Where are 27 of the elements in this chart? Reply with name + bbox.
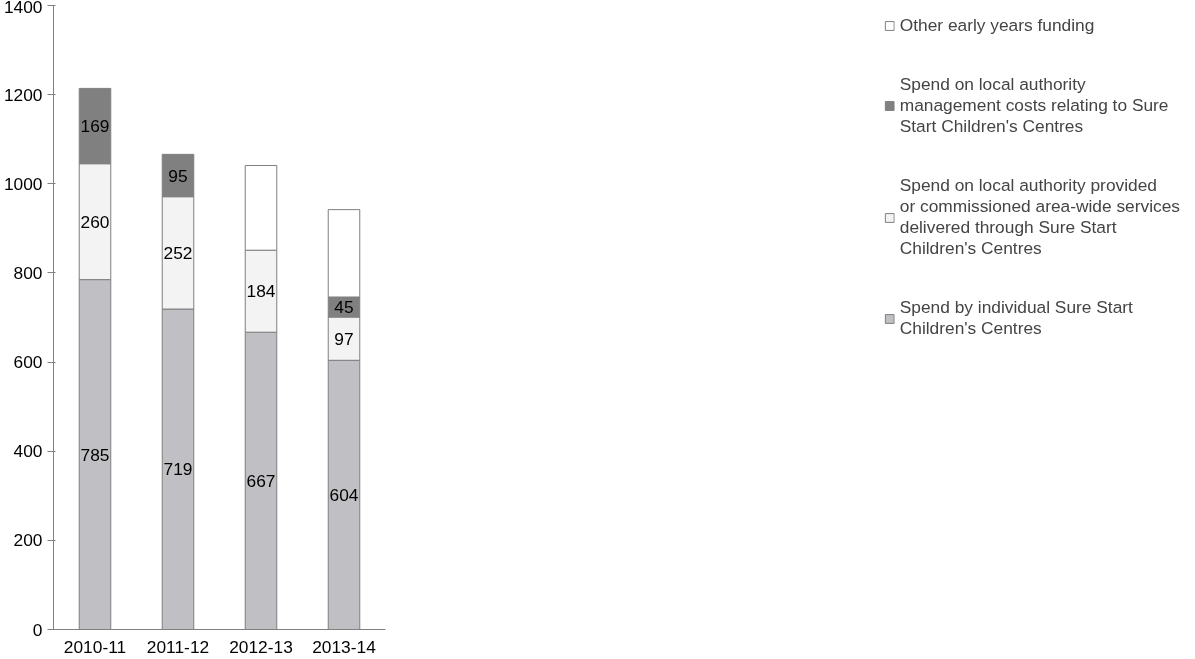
- data-label: 785: [80, 444, 110, 465]
- data-label: 184: [246, 281, 276, 302]
- legend-label: Other early years funding: [899, 15, 1095, 36]
- y-tick-label: 200: [13, 530, 43, 551]
- x-tick-label: 2012-13: [229, 636, 293, 657]
- x-tick-label: 2013-14: [312, 636, 377, 657]
- y-tick-label: 600: [13, 352, 43, 373]
- legend-label: Spend on local authority provided or commissioned area-wide services delivered through Sure Start Children's Centres: [899, 175, 1180, 259]
- data-label: 604: [329, 484, 359, 505]
- y-tick-label: 1000: [3, 173, 43, 194]
- x-tick-label: 2011-12: [146, 636, 210, 657]
- data-label: 169: [80, 116, 110, 137]
- x-tick-label: 2010-11: [63, 636, 127, 657]
- data-label: 45: [334, 297, 354, 318]
- y-tick-label: 800: [13, 262, 43, 283]
- data-label: 252: [163, 242, 193, 263]
- data-label: 667: [246, 470, 276, 491]
- data-label: 95: [168, 165, 188, 186]
- y-tick-label: 1400: [3, 0, 43, 17]
- legend-label: Spend on local authority management costs relating to Sure Start Children's Centres: [899, 74, 1169, 137]
- data-label: 260: [80, 211, 110, 232]
- y-tick-label: 1200: [3, 84, 43, 105]
- data-label: 719: [163, 459, 193, 480]
- data-label: 97: [334, 328, 354, 349]
- y-tick-label: 400: [13, 441, 43, 462]
- legend-label: Spend by individual Sure Start Children's Centres: [899, 297, 1133, 339]
- y-tick-label: 0: [32, 619, 43, 640]
